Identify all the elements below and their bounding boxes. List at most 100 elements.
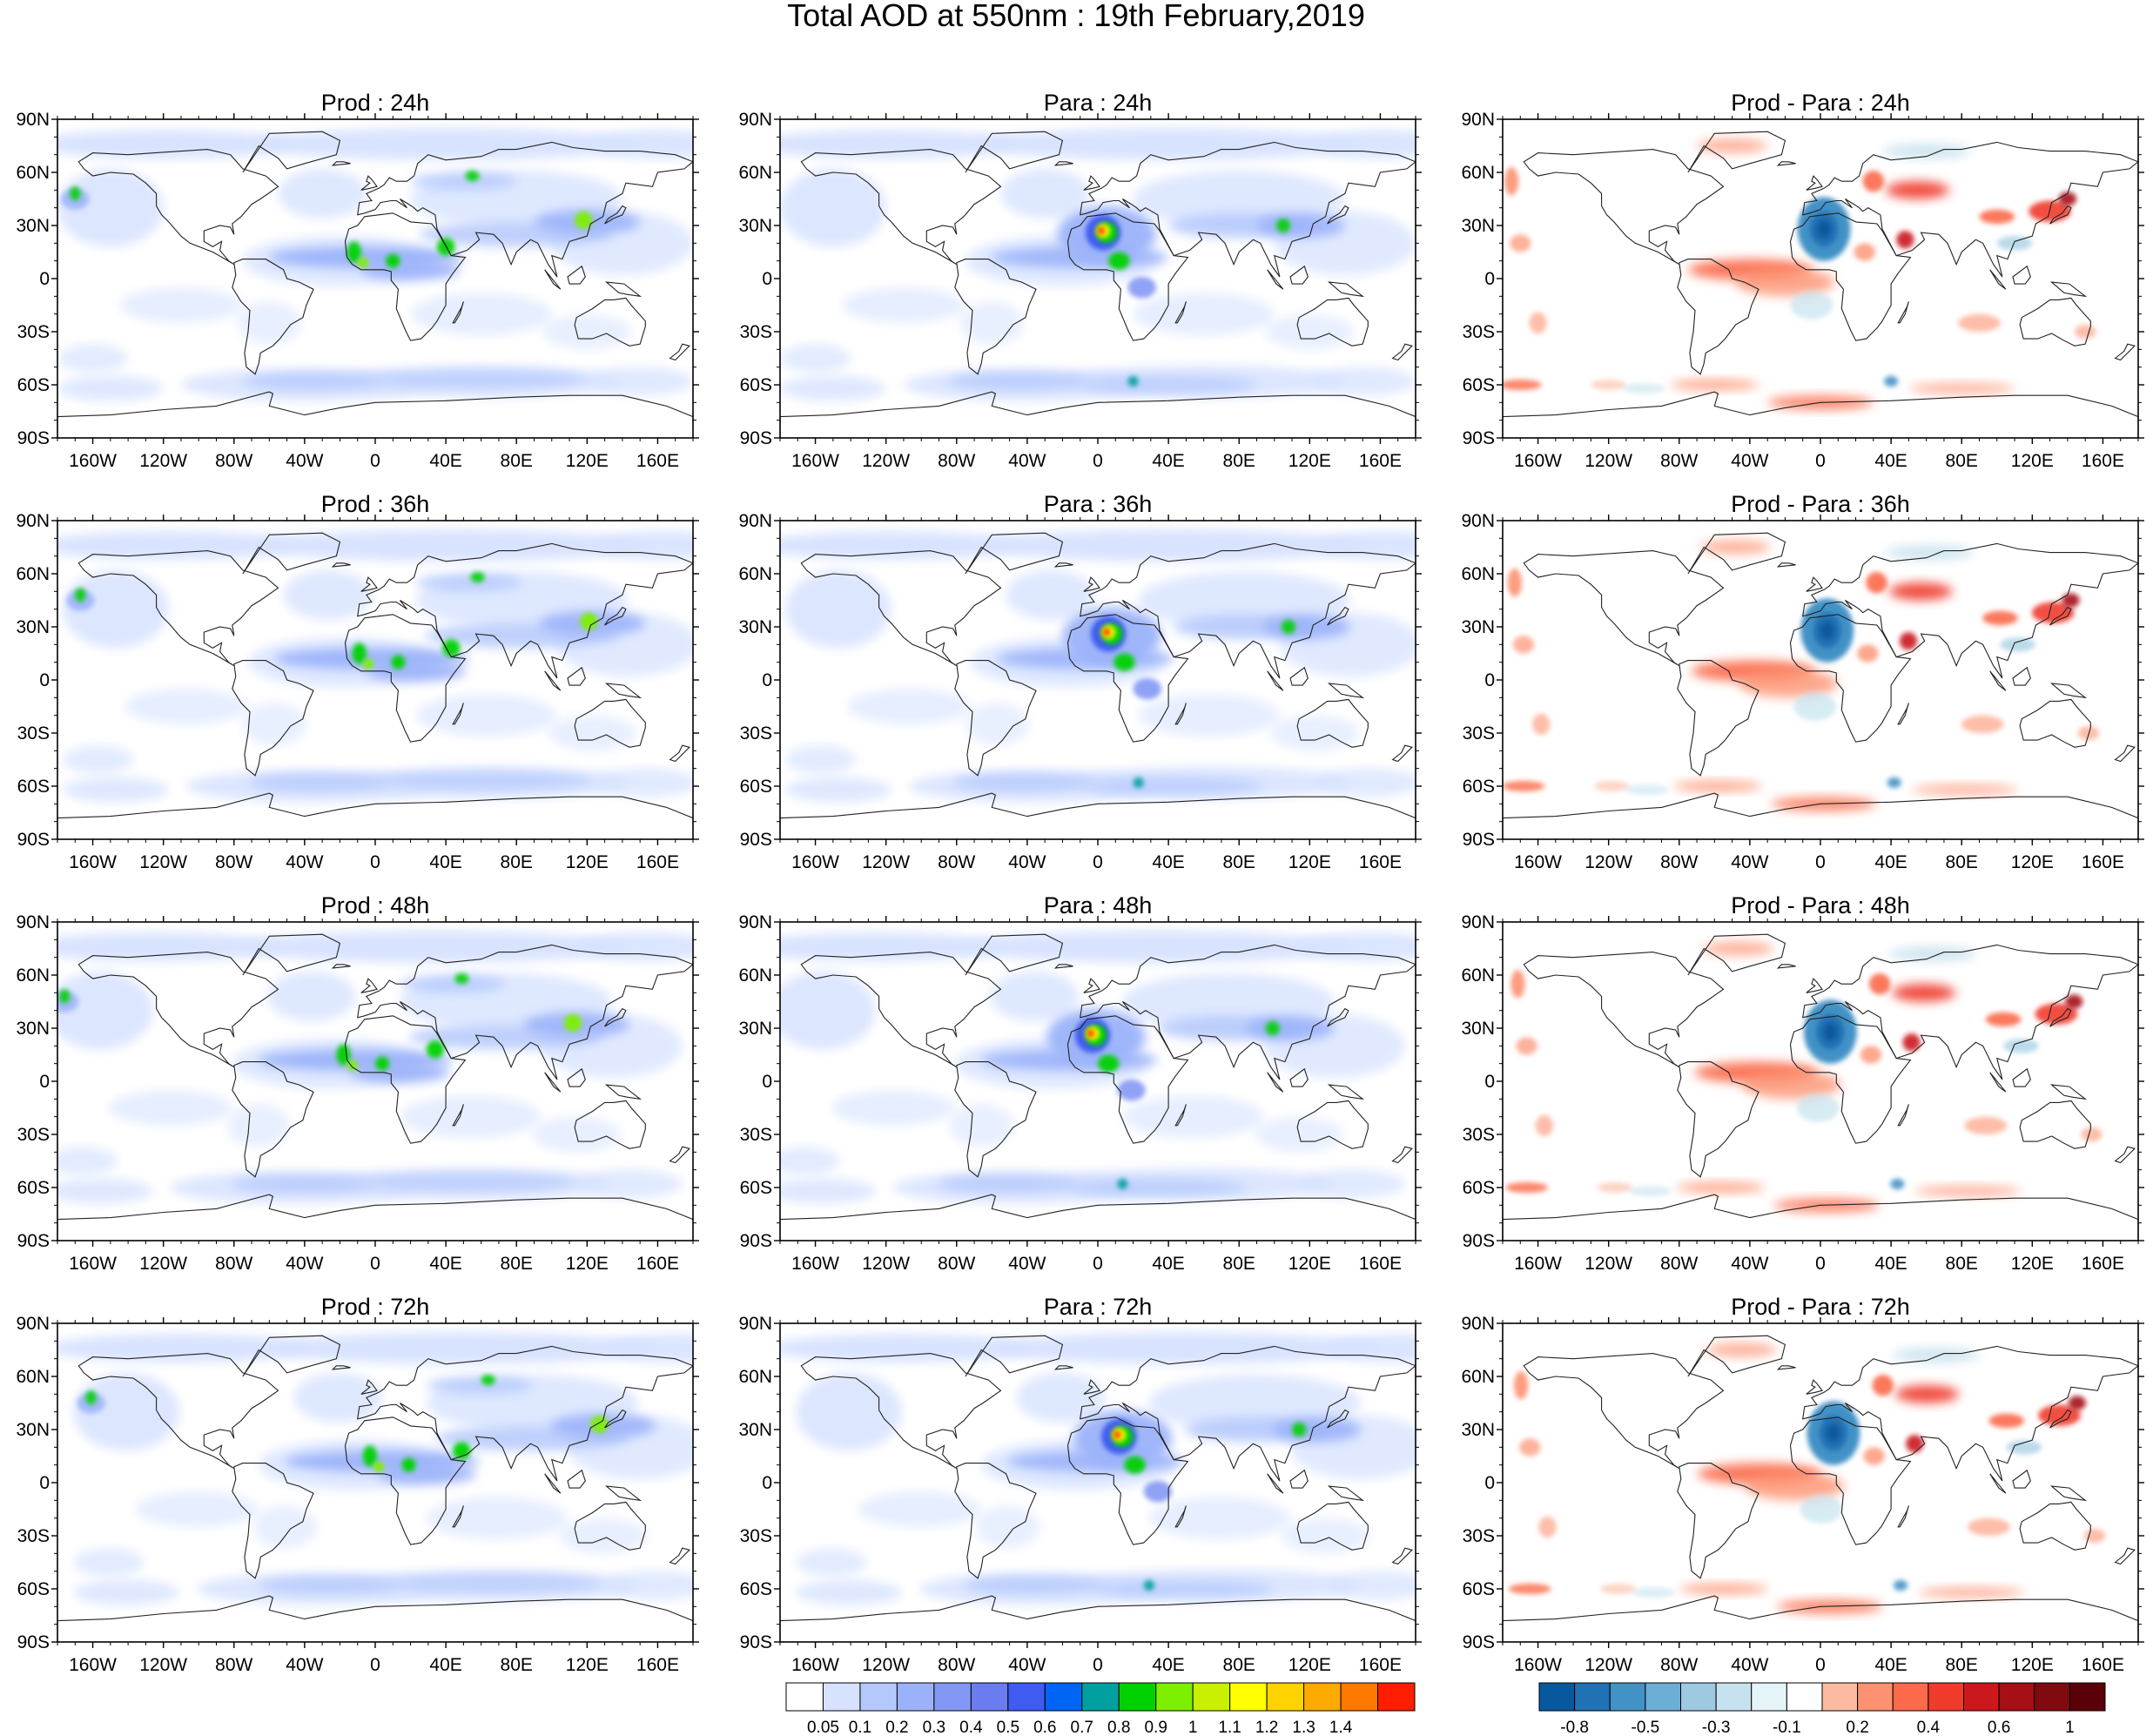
lon-tick-label: 40E — [429, 1254, 461, 1274]
lat-tick-label: 90S — [740, 1632, 772, 1652]
lon-tick-label: 40E — [1152, 451, 1184, 471]
lat-tick-label: 30N — [16, 1420, 50, 1440]
map-panel-para-24h: Para : 24h 90N 60N 30N 0 30S 60S 90S 160W 120W 80W… — [738, 90, 1422, 471]
coastlines — [1503, 933, 2138, 1241]
diff-colorbar-swatch — [1998, 1682, 2035, 1712]
map-panel-prod-48h: Prod : 48h 90N 60N 30N 0 30S 60S 90S 160W 120W 80W… — [16, 892, 699, 1274]
lon-tick-label: 40W — [286, 1254, 323, 1274]
diff-colorbar-label: 1 — [2065, 1719, 2075, 1736]
lon-tick-label: 40W — [286, 451, 323, 471]
aod-field — [780, 931, 1416, 1204]
aod-colorbar-label: 0.1 — [849, 1719, 871, 1736]
lon-tick-label: 120W — [139, 1655, 187, 1675]
diff-colorbar-label: 0.2 — [1846, 1719, 1868, 1736]
lon-tick-label: 0 — [370, 1254, 380, 1274]
lon-tick-label: 160W — [69, 852, 117, 872]
lon-tick-label: 40W — [286, 1655, 323, 1675]
lon-tick-label: 0 — [1093, 852, 1103, 872]
lat-tick-label: 60S — [1463, 1178, 1495, 1198]
lat-tick-label: 60N — [16, 966, 50, 986]
lat-tick-label: 0 — [39, 670, 50, 690]
lon-tick-label: 0 — [1815, 1254, 1826, 1274]
lon-tick-label: 80E — [1223, 1655, 1255, 1675]
lon-tick-label: 120W — [139, 451, 187, 471]
diff-colorbar-swatch — [1786, 1682, 1823, 1712]
aod-colorbar-label: 0.3 — [923, 1719, 945, 1736]
lon-tick-label: 0 — [1093, 1254, 1103, 1274]
aod-colorbar-swatch — [1229, 1682, 1268, 1712]
lon-tick-label: 120W — [139, 1254, 187, 1274]
lon-tick-label: 80W — [938, 451, 975, 471]
aod-colorbar-swatch — [1192, 1682, 1231, 1712]
map-panel-para-36h: Para : 36h 90N 60N 30N 0 30S 60S 90S 160W 120W 80W… — [738, 491, 1422, 872]
coastlines — [1503, 532, 2138, 839]
lon-tick-label: 0 — [1815, 1655, 1826, 1675]
lat-tick-label: 0 — [762, 269, 772, 289]
lat-tick-label: 90S — [17, 830, 50, 850]
lat-tick-label: 30N — [1461, 216, 1495, 236]
map-panel-para-72h: Para : 72h 90N 60N 30N 0 30S 60S 90S 160W 120W 80W… — [738, 1294, 1422, 1675]
lon-tick-label: 80W — [1660, 1254, 1698, 1274]
diff-colorbar-label: 0.6 — [1988, 1719, 2010, 1736]
lon-tick-label: 120E — [2011, 451, 2054, 471]
lon-tick-label: 40E — [1152, 852, 1184, 872]
lon-tick-label: 80W — [1660, 1655, 1698, 1675]
lat-tick-label: 60N — [738, 1367, 772, 1387]
aod-field — [1503, 138, 2096, 410]
aod-colorbar-label: 0.2 — [885, 1719, 908, 1736]
lon-tick-label: 40W — [286, 852, 323, 872]
aod-field — [1503, 540, 2099, 811]
lon-tick-label: 0 — [1093, 1655, 1103, 1675]
diff-colorbar-swatch — [1574, 1682, 1611, 1712]
lat-tick-label: 60S — [740, 1178, 772, 1198]
lat-tick-label: 60S — [1463, 1579, 1495, 1599]
lon-tick-label: 120E — [566, 852, 609, 872]
lon-tick-label: 120E — [566, 1655, 609, 1675]
diff-colorbar-swatch — [1821, 1682, 1859, 1712]
lon-tick-label: 80E — [1946, 852, 1978, 872]
lat-tick-label: 0 — [762, 1072, 772, 1092]
lon-tick-label: 160W — [69, 1254, 117, 1274]
aod-field — [57, 931, 693, 1204]
panel-title: Para : 48h — [1044, 892, 1153, 918]
lon-tick-label: 160W — [1514, 1655, 1562, 1675]
lon-tick-label: 120E — [566, 1254, 609, 1274]
lat-tick-label: 60S — [17, 375, 50, 395]
lon-tick-label: 0 — [1093, 451, 1103, 471]
aod-colorbar-swatch — [1155, 1682, 1194, 1712]
lon-tick-label: 160W — [69, 451, 117, 471]
lon-tick-label: 0 — [370, 451, 380, 471]
lat-tick-label: 30N — [1461, 1420, 1495, 1440]
lat-tick-label: 60N — [1461, 966, 1495, 986]
map-panel-diff-36h: Prod - Para : 36h 90N 60N 30N 0 30S 60S 90S 160W… — [1461, 491, 2144, 872]
lat-tick-label: 30S — [17, 723, 50, 744]
lat-tick-label: 0 — [39, 1473, 50, 1493]
coastlines — [57, 131, 693, 438]
lat-tick-label: 90S — [17, 1632, 50, 1652]
panel-title: Para : 24h — [1044, 90, 1153, 116]
lon-tick-label: 160W — [791, 1655, 839, 1675]
aod-colorbar-swatch — [1340, 1682, 1379, 1712]
aod-colorbar-label: 0.7 — [1071, 1719, 1093, 1736]
lat-tick-label: 30N — [16, 1019, 50, 1039]
panel-title: Prod - Para : 48h — [1731, 892, 1910, 918]
lon-tick-label: 40W — [1731, 852, 1768, 872]
lat-tick-label: 30S — [740, 723, 772, 744]
lon-tick-label: 0 — [370, 1655, 380, 1675]
lon-tick-label: 80E — [501, 1254, 533, 1274]
lon-tick-label: 80E — [1223, 852, 1255, 872]
lon-tick-label: 40E — [1874, 451, 1907, 471]
lon-tick-label: 160E — [1359, 451, 1402, 471]
panel-title: Para : 36h — [1044, 491, 1153, 517]
lon-tick-label: 160W — [791, 451, 839, 471]
diff-colorbar-swatch — [1857, 1682, 1894, 1712]
lon-tick-label: 80W — [938, 852, 975, 872]
lat-tick-label: 60S — [17, 1178, 50, 1198]
diff-colorbar-swatch — [2069, 1682, 2106, 1712]
lon-tick-label: 40W — [1008, 1655, 1046, 1675]
lon-tick-label: 40W — [1008, 852, 1046, 872]
lon-tick-label: 160E — [2082, 852, 2124, 872]
aod-colorbar-swatch — [1044, 1682, 1083, 1712]
lat-tick-label: 30S — [17, 322, 50, 342]
